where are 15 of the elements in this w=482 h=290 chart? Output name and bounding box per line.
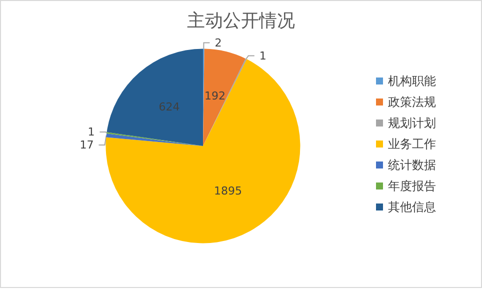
legend-label: 规划计划 xyxy=(388,116,436,130)
data-label: 1895 xyxy=(214,184,242,198)
legend-label: 政策法规 xyxy=(388,95,436,109)
data-label: 1 xyxy=(259,49,266,62)
legend-label: 业务工作 xyxy=(388,137,436,151)
legend-label: 机构职能 xyxy=(388,74,436,88)
chart-title: 主动公开情况 xyxy=(187,10,295,32)
legend-label: 其他信息 xyxy=(388,200,436,214)
legend-label: 年度报告 xyxy=(388,179,436,193)
data-label: 1 xyxy=(88,125,95,138)
legend-label: 统计数据 xyxy=(388,158,436,172)
data-label: 192 xyxy=(204,89,226,102)
data-label: 2 xyxy=(214,36,222,50)
data-label: 17 xyxy=(80,138,94,152)
data-label: 624 xyxy=(158,100,180,114)
